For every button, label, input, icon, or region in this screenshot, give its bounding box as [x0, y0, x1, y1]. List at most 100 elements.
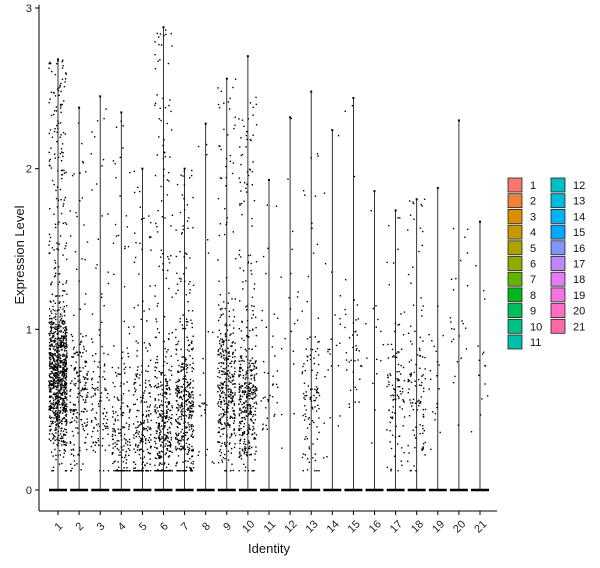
point	[175, 255, 178, 258]
point	[242, 431, 244, 434]
point	[133, 306, 135, 309]
point	[356, 347, 358, 350]
point	[222, 340, 224, 342]
point	[176, 386, 179, 388]
point	[133, 326, 135, 328]
point	[420, 384, 423, 387]
point	[185, 378, 187, 381]
point	[189, 364, 191, 366]
point	[182, 228, 185, 231]
point	[50, 322, 52, 324]
point	[54, 354, 56, 356]
point	[57, 417, 59, 420]
point	[65, 408, 67, 411]
point	[198, 405, 200, 407]
point	[245, 411, 247, 414]
point	[95, 183, 98, 185]
point	[247, 431, 250, 433]
point	[243, 433, 245, 435]
point	[164, 422, 166, 424]
point	[82, 367, 84, 369]
point	[250, 413, 252, 416]
point	[192, 387, 194, 389]
point	[417, 400, 419, 403]
point	[227, 373, 229, 376]
point	[161, 441, 163, 443]
point	[62, 379, 64, 381]
point	[354, 360, 356, 362]
point	[134, 390, 136, 393]
point	[227, 358, 229, 360]
point	[185, 426, 187, 429]
point	[230, 416, 233, 418]
point	[187, 339, 189, 341]
point	[221, 459, 223, 461]
point	[53, 386, 55, 389]
point	[374, 409, 376, 411]
point	[73, 383, 75, 385]
point	[449, 317, 452, 319]
point	[414, 446, 416, 449]
point	[61, 335, 64, 337]
point	[191, 470, 194, 472]
point	[391, 416, 394, 418]
point	[200, 415, 203, 417]
point	[171, 417, 173, 419]
point	[53, 249, 55, 251]
point	[100, 400, 102, 402]
legend-item-16: 16	[550, 240, 585, 256]
point	[123, 445, 125, 447]
point	[65, 343, 67, 345]
point	[245, 134, 248, 137]
legend-swatch	[550, 193, 566, 209]
point	[163, 463, 166, 465]
point	[414, 385, 417, 387]
point	[113, 423, 115, 425]
point	[271, 396, 274, 398]
point	[233, 316, 236, 318]
legend-swatch	[507, 303, 523, 319]
point	[240, 367, 242, 369]
point	[355, 345, 357, 347]
point	[58, 400, 60, 403]
point	[218, 354, 220, 356]
point	[461, 320, 463, 322]
point	[114, 434, 117, 437]
point	[155, 437, 157, 440]
point	[145, 470, 147, 472]
point	[432, 411, 434, 413]
point	[305, 394, 308, 397]
point	[126, 405, 128, 407]
point	[148, 308, 151, 310]
point	[436, 406, 438, 409]
point	[58, 281, 61, 283]
point	[293, 413, 295, 415]
point	[240, 427, 242, 430]
point	[168, 455, 171, 457]
point	[423, 198, 426, 201]
point	[155, 432, 158, 435]
point	[234, 370, 236, 373]
point	[49, 407, 51, 409]
point	[252, 397, 254, 400]
point	[76, 412, 78, 414]
point	[63, 370, 66, 372]
point	[115, 176, 117, 179]
point	[71, 417, 74, 419]
point	[146, 419, 149, 421]
point	[219, 293, 221, 296]
point	[218, 418, 221, 421]
point	[269, 394, 271, 397]
point	[251, 225, 253, 227]
point	[249, 254, 252, 256]
point	[162, 263, 164, 265]
point	[224, 443, 226, 446]
point	[163, 315, 166, 318]
point	[252, 161, 254, 163]
point	[56, 364, 58, 366]
point	[177, 441, 179, 444]
point	[55, 377, 57, 380]
point	[62, 362, 64, 364]
point	[224, 332, 227, 335]
point	[246, 415, 249, 417]
